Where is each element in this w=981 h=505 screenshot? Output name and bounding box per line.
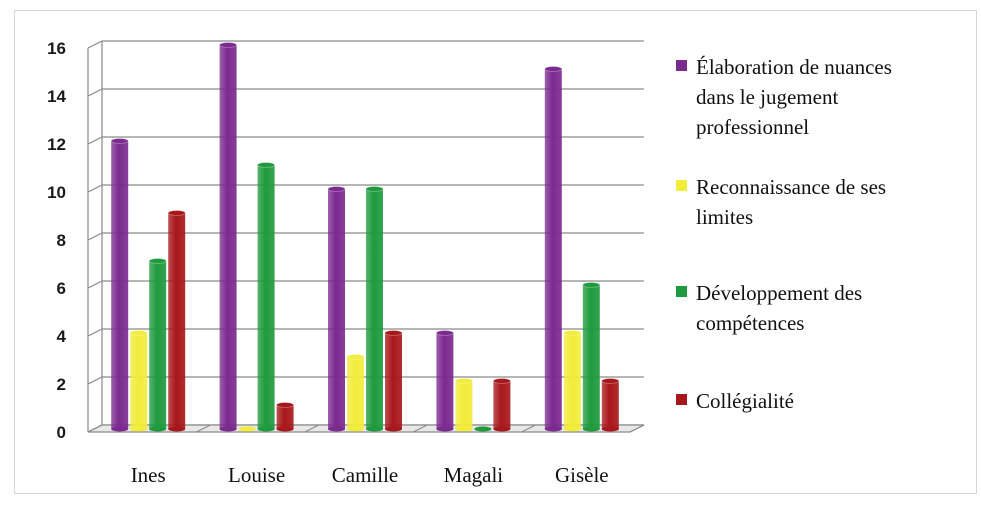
bar: [346, 354, 365, 432]
bar: [365, 186, 384, 432]
legend-label: Élaboration de nuances: [696, 55, 892, 79]
legend-swatch: [676, 394, 687, 405]
legend: Élaboration de nuances dans le jugement pr…: [676, 55, 892, 413]
bar: [238, 426, 256, 432]
bar: [276, 402, 295, 432]
legend-entry: Reconnaissance de ses limites: [676, 175, 886, 229]
y-tick-label: 0: [57, 423, 66, 442]
gridline-side: [87, 328, 103, 337]
bar: [454, 378, 473, 432]
bar: [110, 138, 129, 432]
y-tick-label: 4: [57, 327, 67, 346]
bar: [167, 210, 186, 432]
bars: [110, 42, 620, 432]
y-tick-label: 2: [57, 375, 66, 394]
bar: [582, 282, 601, 432]
legend-entry: Élaboration de nuances dans le jugement pr…: [676, 55, 892, 139]
bar: [257, 162, 276, 432]
y-tick-label: 16: [47, 39, 66, 58]
legend-label: professionnel: [696, 115, 809, 139]
x-tick: [304, 424, 320, 433]
gridline-side: [87, 40, 103, 49]
x-tick: [196, 424, 211, 433]
legend-label: dans le jugement: [696, 85, 838, 109]
bar: [474, 426, 492, 432]
x-category-label: Magali: [444, 463, 504, 487]
bar: [544, 66, 563, 432]
legend-label: limites: [696, 205, 753, 229]
x-category-label: Camille: [332, 463, 399, 487]
legend-label: Collégialité: [696, 389, 794, 413]
x-tick: [87, 424, 103, 433]
legend-entry: Collégialité: [676, 389, 794, 413]
bar: [384, 330, 403, 432]
bar: [327, 186, 346, 432]
gridline-side: [87, 376, 103, 385]
bar: [601, 378, 620, 432]
y-tick-label: 8: [57, 231, 66, 250]
y-tick-label: 10: [47, 183, 66, 202]
axis-labels: 0 2 4 6 8 10 12 14 16 Ines Louise Camille Magali Gisè…: [47, 39, 609, 487]
legend-swatch: [676, 60, 687, 71]
gridline-side: [87, 280, 103, 289]
bar: [563, 330, 582, 432]
legend-entry: Développement des compétences: [676, 281, 862, 335]
legend-label: Développement des: [696, 281, 862, 305]
legend-swatch: [676, 286, 687, 297]
gridline-side: [87, 88, 103, 97]
legend-label: compétences: [696, 311, 804, 335]
x-tick: [412, 424, 428, 433]
x-category-label: Louise: [228, 463, 285, 487]
y-tick-label: 12: [47, 135, 66, 154]
bar: [492, 378, 511, 432]
bar: [219, 42, 238, 432]
x-category-label: Ines: [131, 463, 166, 487]
legend-label: Reconnaissance de ses: [696, 175, 886, 199]
x-tick: [629, 424, 645, 433]
y-tick-label: 14: [47, 87, 66, 106]
gridline-side: [87, 232, 103, 241]
x-tick: [521, 424, 536, 433]
bar: [435, 330, 454, 432]
y-tick-label: 6: [57, 279, 66, 298]
gridline-side: [87, 136, 103, 145]
legend-swatch: [676, 180, 687, 191]
bar: [148, 258, 167, 432]
bar: [129, 330, 148, 432]
gridline-side: [87, 184, 103, 193]
x-category-label: Gisèle: [555, 463, 609, 487]
